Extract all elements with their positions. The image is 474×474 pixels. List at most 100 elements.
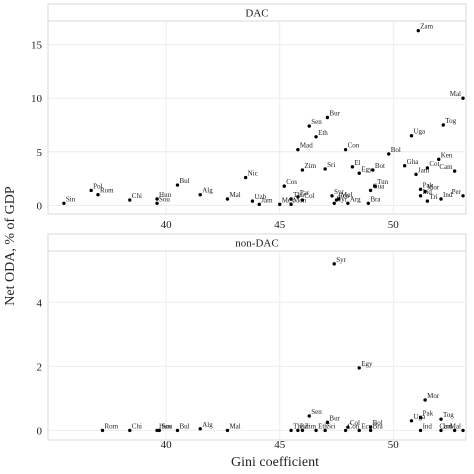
- x-axis: 40 45 50 40 45 50: [161, 219, 400, 451]
- point-label: Mal: [229, 191, 240, 199]
- point-label: Hun: [159, 422, 172, 430]
- point-label: Bra: [370, 195, 381, 203]
- point-label: Egy: [361, 360, 373, 368]
- x-tick-label: 45: [274, 439, 286, 451]
- data-point: [418, 428, 423, 433]
- data-point: [461, 428, 465, 433]
- data-point: [425, 166, 430, 170]
- data-point: [100, 428, 105, 433]
- point-label: Mon: [293, 196, 307, 204]
- data-point: [300, 168, 305, 172]
- point-label: Pol: [93, 182, 102, 190]
- data-point: [452, 428, 457, 433]
- data-point: [325, 420, 330, 425]
- point-label: Ecu: [339, 192, 350, 200]
- point-label: Zim: [304, 162, 316, 170]
- data-point: [300, 428, 305, 433]
- point-label: Sri: [327, 161, 335, 169]
- x-tick-label: 40: [161, 439, 173, 451]
- y-axis-title: Net ODA, % of GDP: [3, 186, 18, 306]
- data-point: [452, 169, 457, 173]
- point-label: Ind: [443, 191, 453, 199]
- point-label: Ind: [423, 188, 433, 196]
- point-label: Par: [300, 422, 310, 430]
- data-point: [314, 135, 318, 139]
- point-label: Rom: [100, 187, 114, 195]
- point-label: Ind: [423, 422, 433, 430]
- point-label: Jam: [261, 196, 273, 204]
- data-point: [155, 197, 159, 201]
- data-point: [128, 198, 132, 202]
- y-tick-label: 15: [31, 40, 43, 52]
- data-point: [89, 188, 93, 193]
- data-point: [289, 197, 293, 201]
- point-label: Cam: [439, 163, 453, 171]
- data-point: [418, 415, 423, 420]
- point-label: Gua: [373, 182, 386, 190]
- data-point: [357, 366, 361, 370]
- data-point: [373, 184, 377, 188]
- point-label: Egy: [361, 165, 373, 173]
- data-point: [343, 147, 348, 152]
- x-tick-label: 40: [161, 219, 173, 231]
- data-point: [296, 195, 300, 199]
- point-label: Ecu: [361, 422, 372, 430]
- y-tick-label: 4: [37, 297, 43, 309]
- point-label: Mor: [427, 392, 440, 400]
- point-label: Bol: [391, 146, 401, 154]
- y-tick-label: 2: [37, 361, 43, 373]
- data-point: [307, 414, 311, 418]
- x-tick-label: 45: [274, 219, 286, 231]
- point-label: Mal: [450, 422, 461, 430]
- data-point: [346, 201, 350, 205]
- data-point: [439, 417, 443, 421]
- point-label: Uga: [413, 128, 426, 136]
- data-point: [332, 201, 336, 205]
- point-label: Tha: [293, 191, 305, 199]
- point-label: Zam: [420, 23, 433, 31]
- data-point: [300, 198, 305, 202]
- x-axis-title: Gini coefficient: [231, 455, 319, 470]
- data-point: [62, 201, 66, 205]
- point-label: Mol: [341, 191, 353, 199]
- point-label: Arg: [350, 195, 361, 203]
- data-point: [198, 427, 202, 431]
- data-point: [155, 201, 159, 205]
- point-label: Col: [350, 419, 360, 427]
- x-tick-label: 50: [388, 219, 400, 231]
- data-point: [418, 194, 423, 198]
- data-point: [323, 167, 327, 171]
- data-point: [325, 115, 330, 120]
- point-label: Alg: [202, 187, 213, 195]
- data-point: [257, 202, 261, 207]
- data-point: [289, 428, 293, 433]
- data-point: [128, 428, 132, 433]
- data-point: [332, 262, 336, 266]
- data-point: [278, 202, 282, 207]
- point-label: Mex: [282, 196, 295, 204]
- point-label: Sen: [311, 408, 322, 416]
- x-tick-label: 50: [388, 439, 400, 451]
- data-point: [175, 428, 180, 433]
- point-label: Uzb: [254, 193, 266, 201]
- data-point: [402, 164, 407, 168]
- data-point: [225, 428, 230, 433]
- data-point: [437, 157, 441, 162]
- data-point: [368, 428, 373, 433]
- data-point: [418, 187, 423, 192]
- data-point: [314, 428, 318, 433]
- data-point: [439, 197, 443, 201]
- data-point: [409, 419, 414, 423]
- point-label: Ken: [441, 151, 453, 159]
- data-point: [296, 428, 300, 433]
- data-point: [225, 197, 230, 201]
- point-label: Sou: [161, 422, 172, 430]
- data-point: [368, 188, 373, 193]
- data-point: [357, 428, 361, 433]
- point-label: Sen: [311, 118, 322, 126]
- point-label: Bul: [179, 422, 189, 430]
- data-point: [243, 175, 248, 180]
- point-label: Cam: [439, 422, 453, 430]
